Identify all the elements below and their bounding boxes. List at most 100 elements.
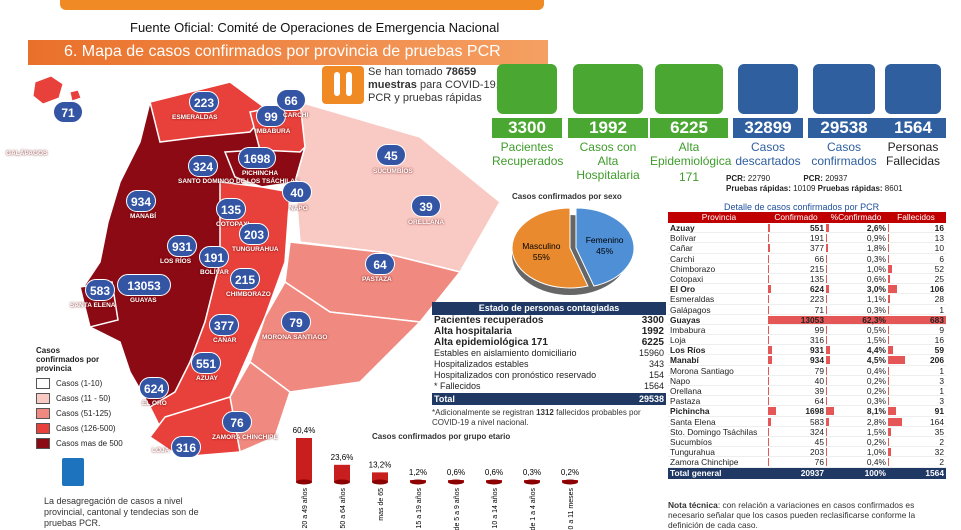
cell-bar bbox=[888, 437, 890, 446]
cell-percent: 1,1% bbox=[826, 294, 888, 305]
legend-title: Casos confirmados por provincia bbox=[36, 346, 100, 373]
cell-bar bbox=[768, 448, 770, 457]
age-bar-base bbox=[372, 479, 388, 485]
cell-value: 0,3% bbox=[866, 396, 886, 407]
pie-category-label: Femenino bbox=[586, 235, 624, 245]
province-bubble: 551 bbox=[191, 352, 221, 374]
age-bar bbox=[372, 472, 388, 482]
cell-bar bbox=[768, 224, 771, 232]
cell-bar bbox=[768, 274, 770, 283]
province-bubble: 203 bbox=[239, 223, 269, 245]
age-bar bbox=[334, 464, 350, 482]
cell-value: 191 bbox=[810, 233, 824, 244]
cell-bar bbox=[768, 325, 770, 334]
cell-bar bbox=[888, 234, 890, 243]
cell-percent: 4,4% bbox=[826, 345, 888, 355]
cell-bar bbox=[826, 407, 835, 416]
cell-bar bbox=[826, 458, 828, 467]
status-label: * Fallecidos bbox=[434, 381, 481, 391]
cell-province: Loja bbox=[670, 335, 686, 346]
cell-bar bbox=[888, 325, 890, 334]
cell-bar bbox=[888, 224, 890, 232]
cell-percent: 8,1% bbox=[826, 406, 888, 416]
status-label: Alta hospitalaria bbox=[434, 326, 512, 337]
status-row: Hospitalizados con pronóstico reservado 1… bbox=[432, 370, 666, 381]
table-row: Cotopaxi 135 0,6% 25 bbox=[668, 274, 946, 285]
age-bar-base bbox=[524, 479, 540, 485]
kpi-value: 32899 bbox=[733, 118, 803, 138]
status-value: 154 bbox=[648, 370, 664, 380]
age-category-label: de 0 a 11 meses bbox=[568, 488, 575, 530]
kpi-card: 29538 Casos confirmados bbox=[808, 64, 880, 168]
table-row: Esmeraldas 223 1,1% 28 bbox=[668, 294, 946, 305]
province-label: MORONA SANTIAGO bbox=[262, 334, 328, 341]
cell-percent: 0,3% bbox=[826, 305, 888, 315]
cell-province: Sto. Domingo Tsáchilas bbox=[670, 426, 758, 437]
province-label: EL ORO bbox=[142, 400, 167, 407]
cell-bar bbox=[888, 285, 897, 294]
cell-province: Pastaza bbox=[670, 396, 701, 407]
age-bar-base bbox=[296, 479, 312, 485]
status-row: Estables en aislamiento domiciliario 1596… bbox=[432, 348, 666, 359]
cell-bar bbox=[888, 458, 890, 467]
kpi-icon bbox=[573, 64, 643, 114]
table-row: Los Ríos 931 4,4% 59 bbox=[668, 345, 946, 356]
cell-value: 324 bbox=[810, 426, 824, 437]
province-label: TUNGURAHUA bbox=[232, 246, 279, 253]
table-row: Manabí 934 4,5% 206 bbox=[668, 355, 946, 366]
cell-percent: 3,0% bbox=[826, 284, 888, 294]
cell-value: 3 bbox=[939, 396, 944, 407]
table-row: Guayas 13053 62,3% 683 bbox=[668, 315, 946, 325]
cell-province: Zamora Chinchipe bbox=[670, 457, 739, 468]
province-bubble: 13053 bbox=[117, 274, 171, 296]
status-title: Estado de personas contagiadas bbox=[432, 302, 666, 315]
status-row: * Fallecidos 1564 bbox=[432, 381, 666, 392]
cell-value: 1,0% bbox=[866, 263, 886, 274]
cell-bar bbox=[888, 315, 946, 324]
cell-bar bbox=[826, 285, 829, 294]
province-label: CARCHI bbox=[283, 112, 309, 119]
province-bubble: 135 bbox=[216, 198, 246, 220]
province-bubble: 45 bbox=[376, 144, 406, 166]
province-bubble: 931 bbox=[167, 235, 197, 257]
cell-bar bbox=[888, 427, 891, 436]
table-row: Chimborazo 215 1,0% 52 bbox=[668, 264, 946, 274]
cell-value: 583 bbox=[810, 416, 824, 427]
province-bubble: 40 bbox=[282, 181, 312, 203]
cell-bar bbox=[826, 437, 828, 446]
cell-deaths: 2 bbox=[888, 437, 946, 447]
cell-value: 66 bbox=[814, 253, 824, 264]
cell-percent: 0,3% bbox=[826, 396, 888, 407]
kpi-icon bbox=[655, 64, 723, 114]
age-category-label: de 50 a 64 años bbox=[340, 488, 347, 530]
province-bubble: 377 bbox=[209, 314, 239, 336]
cell-province: Pichincha bbox=[670, 406, 710, 417]
cell-value: 2 bbox=[939, 457, 944, 468]
province-bubble: 1698 bbox=[238, 147, 276, 169]
cell-bar bbox=[826, 295, 828, 304]
province-bubble: 39 bbox=[411, 195, 441, 217]
cell-value: 215 bbox=[810, 263, 824, 274]
cell-value: 16 bbox=[934, 335, 944, 346]
cell-bar bbox=[768, 356, 773, 365]
legend-label: Casos (11 - 50) bbox=[56, 394, 111, 403]
province-label: COTOPAXI bbox=[216, 221, 250, 228]
legend-label: Casos (51-125) bbox=[56, 409, 112, 418]
province-bubble: 191 bbox=[199, 246, 229, 268]
table-row: Azuay 551 2,6% 16 bbox=[668, 223, 946, 234]
cell-bar bbox=[826, 224, 829, 232]
province-label: LOJA bbox=[152, 447, 170, 454]
cell-value: 1,1% bbox=[866, 294, 886, 305]
cell-bar bbox=[826, 387, 828, 395]
cell-bar bbox=[826, 427, 828, 436]
age-category-label: de 20 a 49 años bbox=[302, 488, 309, 530]
section-title-bar: 6. Mapa de casos confirmados por provinc… bbox=[28, 40, 548, 65]
pie-value-label: 45% bbox=[596, 246, 613, 256]
cell-confirmed: 79 bbox=[768, 366, 826, 376]
cell-bar bbox=[888, 387, 890, 395]
cell-deaths: 32 bbox=[888, 447, 946, 457]
cell-value: 9 bbox=[939, 324, 944, 335]
kpi-value: 1564 bbox=[880, 118, 946, 138]
cell-bar bbox=[826, 336, 828, 345]
